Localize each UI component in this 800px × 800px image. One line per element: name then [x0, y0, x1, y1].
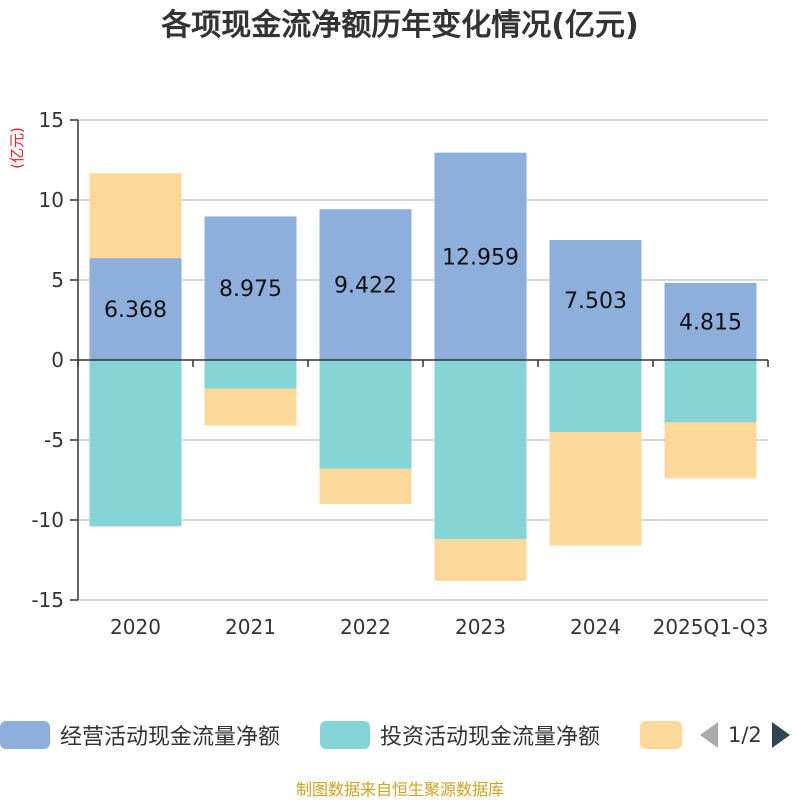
x-tick-label: 2023 [455, 615, 506, 639]
source-note: 制图数据来自恒生聚源数据库 [295, 780, 504, 799]
legend-item-operating[interactable]: 经营活动现金流量净额 [0, 720, 280, 750]
data-label-2023: 12.959 [442, 245, 519, 270]
bar-series1-2021[interactable] [204, 360, 297, 389]
data-label-2022: 9.422 [334, 274, 397, 299]
y-tick-label: -15 [31, 588, 64, 612]
x-tick-label: 2025Q1-Q3 [653, 615, 769, 639]
x-tick-label: 2020 [110, 615, 161, 639]
bars [89, 152, 757, 581]
gridlines [78, 119, 768, 601]
data-label-2020: 6.368 [104, 298, 167, 323]
legend-label-operating: 经营活动现金流量净额 [60, 725, 281, 750]
y-tick-label: -10 [31, 508, 64, 532]
bar-series2-2020[interactable] [89, 173, 182, 259]
x-tick-label: 2024 [570, 615, 621, 639]
axes: 15 10 5 0 -5 -10 -15 2020 2021 2022 2023 2024 2025Q1… [31, 108, 769, 639]
data-label-2024: 7.503 [564, 289, 627, 314]
bar-series2-2022[interactable] [319, 468, 412, 504]
y-tick-label: 0 [51, 348, 64, 372]
legend-label-investing: 投资活动现金流量净额 [380, 725, 601, 750]
legend-swatch-investing [320, 721, 370, 749]
y-axis-unit-label: (亿元) [8, 127, 26, 169]
legend-next-page-icon[interactable] [771, 722, 790, 748]
y-tick-label: 15 [39, 108, 64, 132]
y-tick-label: 5 [51, 268, 64, 292]
bar-series0-2024[interactable] [549, 239, 642, 360]
bar-series2-2024[interactable] [549, 432, 642, 546]
data-label-2021: 8.975 [219, 277, 282, 302]
bar-series0-2023[interactable] [434, 152, 527, 360]
chart-area: 15 10 5 0 -5 -10 -15 2020 2021 2022 2023 2024 2025Q1… [8, 108, 769, 639]
bar-series1-2020[interactable] [89, 360, 182, 527]
data-label-2025Q1-Q3: 4.815 [679, 310, 742, 335]
legend-item-investing[interactable]: 投资活动现金流量净额 [320, 720, 600, 750]
legend-prev-page-icon[interactable] [700, 722, 718, 748]
bar-series2-2021[interactable] [204, 388, 297, 426]
x-tick-label: 2022 [340, 615, 391, 639]
bar-series0-2022[interactable] [319, 209, 412, 360]
bar-series1-2025Q1-Q3[interactable] [664, 360, 757, 423]
bar-series1-2023[interactable] [434, 360, 527, 540]
data-labels: 6.368 8.975 9.422 12.959 7.503 4.815 [104, 245, 742, 335]
bar-series0-2020[interactable] [89, 258, 182, 360]
bar-series1-2022[interactable] [319, 360, 412, 469]
legend-swatch-operating [0, 721, 50, 749]
legend: 经营活动现金流量净额 投资活动现金流量净额 1/2 [0, 712, 800, 756]
bar-series2-2023[interactable] [434, 539, 527, 581]
y-tick-label: -5 [44, 428, 64, 452]
bar-series2-2025Q1-Q3[interactable] [664, 422, 757, 479]
bar-series1-2024[interactable] [549, 360, 642, 432]
legend-item-financing[interactable] [640, 720, 682, 750]
legend-swatch-financing [640, 721, 682, 749]
bar-series0-2025Q1-Q3[interactable] [664, 282, 757, 360]
legend-page-indicator: 1/2 [728, 723, 762, 747]
legend-pager: 1/2 [700, 720, 790, 750]
bar-series0-2021[interactable] [204, 216, 297, 360]
y-tick-label: 10 [39, 188, 64, 212]
x-tick-label: 2021 [225, 615, 276, 639]
chart-title: 各项现金流净额历年变化情况(亿元) [161, 8, 639, 43]
